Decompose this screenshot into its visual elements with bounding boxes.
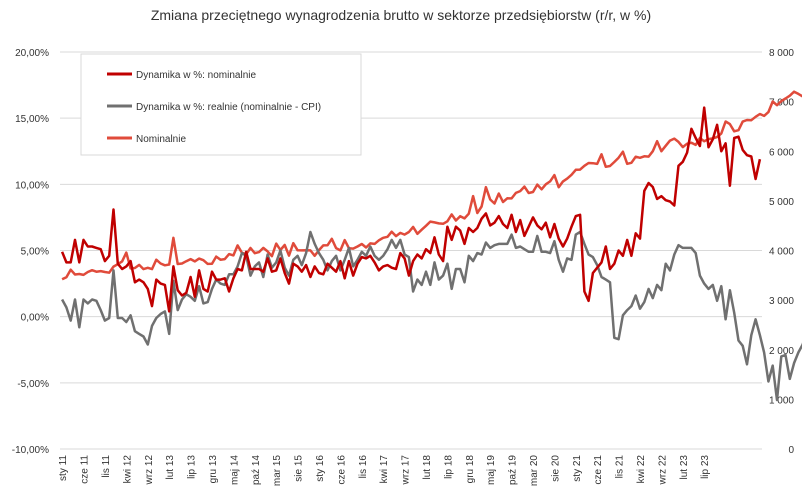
y2-tick-label: 7 000 xyxy=(769,98,794,109)
x-tick-label: lut 18 xyxy=(422,455,433,480)
x-axis: sty 11 cze 11 lis 11 kwi 12 wrz 12 lut 13 lip … xyxy=(58,455,711,487)
x-tick-label: sie 20 xyxy=(550,455,561,482)
series-line-nominal-dynamics xyxy=(60,106,762,313)
y2-tick-label: 2 000 xyxy=(769,346,794,357)
legend: Dynamika w %: nominalnie Dynamika w %: r… xyxy=(80,53,362,156)
x-tick-label: sty 16 xyxy=(315,455,326,482)
x-tick-label: lip 23 xyxy=(700,455,711,479)
x-tick-label: cze 11 xyxy=(80,455,91,484)
y2-tick-label: 4 000 xyxy=(769,247,794,258)
x-tick-label: mar 20 xyxy=(529,455,540,487)
series-lines xyxy=(60,90,802,402)
y-tick-label: 15,00% xyxy=(15,114,49,125)
y2-tick-label: 8 000 xyxy=(769,48,794,59)
x-tick-label: sty 21 xyxy=(572,455,583,482)
x-tick-label: maj 19 xyxy=(486,455,497,485)
legend-label-real-dynamics: Dynamika w %: realnie (nominalnie - CPI) xyxy=(136,102,321,113)
y2-tick-label: 0 xyxy=(788,445,794,456)
x-tick-label: lut 23 xyxy=(679,455,690,480)
x-tick-label: paź 19 xyxy=(508,455,519,485)
y2-tick-label: 1 000 xyxy=(769,395,794,406)
x-tick-label: wrz 17 xyxy=(401,455,412,486)
x-tick-label: lut 13 xyxy=(165,455,176,480)
legend-label-nominal-dynamics: Dynamika w %: nominalnie xyxy=(136,70,256,81)
x-tick-label: lis 21 xyxy=(615,455,626,479)
y-tick-label: 0,00% xyxy=(21,313,49,324)
x-tick-label: cze 16 xyxy=(336,455,347,485)
y2-tick-label: 5 000 xyxy=(769,197,794,208)
x-tick-label: paź 14 xyxy=(251,455,262,485)
y-tick-label: -5,00% xyxy=(17,379,49,390)
x-tick-label: wrz 22 xyxy=(657,455,668,486)
x-tick-label: gru 18 xyxy=(465,455,476,484)
legend-label-nominal-wage: Nominalnie xyxy=(136,134,186,145)
x-tick-label: sie 15 xyxy=(294,455,305,482)
y-axis-left: -10,00% -5,00% 0,00% 5,00% 10,00% 15,00% 20,00… xyxy=(12,48,49,456)
chart-title: Zmiana przeciętnego wynagrodzenia brutto… xyxy=(151,7,651,23)
x-tick-label: lip 13 xyxy=(187,455,198,479)
series-line-nominal-wage xyxy=(61,90,802,281)
y-tick-label: 10,00% xyxy=(15,180,49,191)
y-tick-label: -10,00% xyxy=(12,445,49,456)
y2-tick-label: 3 000 xyxy=(769,296,794,307)
x-tick-label: maj 14 xyxy=(229,455,240,485)
x-tick-label: lip 18 xyxy=(443,455,454,479)
x-tick-label: mar 15 xyxy=(272,455,283,487)
x-tick-label: wrz 12 xyxy=(144,455,155,486)
x-tick-label: lis 16 xyxy=(358,455,369,479)
x-tick-label: kwi 22 xyxy=(636,455,647,484)
x-tick-label: cze 21 xyxy=(593,455,604,485)
y2-tick-label: 6 000 xyxy=(769,147,794,158)
x-tick-label: gru 13 xyxy=(208,455,219,484)
y-tick-label: 20,00% xyxy=(15,48,49,59)
y-axis-right: 0 1 000 2 000 3 000 4 000 5 000 6 000 7 000 8 00… xyxy=(769,48,794,456)
series-line-real-dynamics xyxy=(61,230,802,402)
x-tick-label: kwi 12 xyxy=(122,455,133,484)
y-tick-label: 5,00% xyxy=(21,247,49,258)
x-tick-label: kwi 17 xyxy=(379,455,390,484)
x-tick-label: sty 11 xyxy=(58,455,69,481)
x-tick-label: lis 11 xyxy=(101,455,112,478)
